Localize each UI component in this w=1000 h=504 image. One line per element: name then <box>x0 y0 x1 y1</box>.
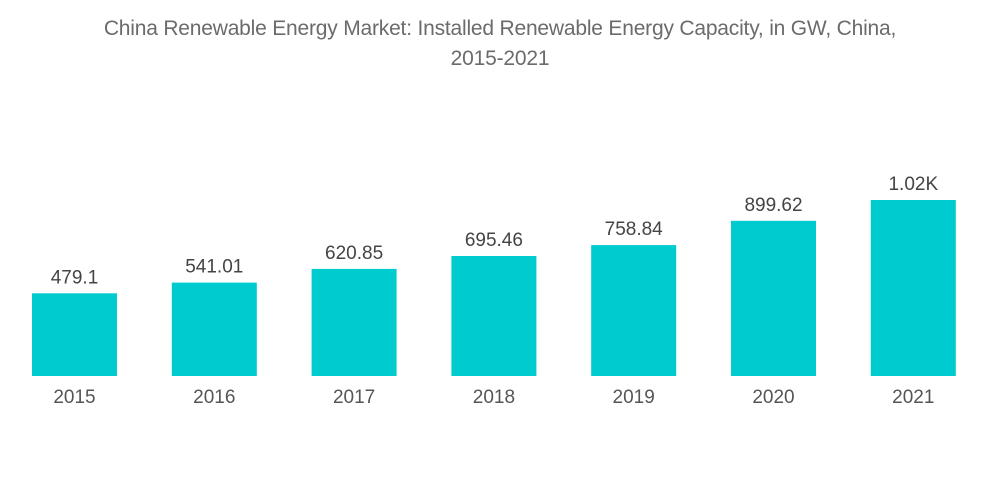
value-label-2018: 695.46 <box>465 230 523 251</box>
x-tick-label-2018: 2018 <box>473 387 515 408</box>
bar-2019 <box>591 245 677 376</box>
chart-title-line-1: China Renewable Energy Market: Installed… <box>103 17 897 40</box>
bar-2018 <box>451 256 537 376</box>
x-tick-label-2020: 2020 <box>752 387 794 408</box>
x-tick-label-2019: 2019 <box>613 387 655 408</box>
x-tick-label-2021: 2021 <box>892 387 934 408</box>
bar-2020 <box>731 220 816 376</box>
value-label-2020: 899.62 <box>744 195 802 216</box>
chart-title-line-2: 2015-2021 <box>450 47 550 70</box>
bar-2021 <box>870 200 956 376</box>
value-label-2016: 541.01 <box>185 257 243 278</box>
value-label-2017: 620.85 <box>325 243 383 264</box>
value-label-2019: 758.84 <box>605 219 664 240</box>
value-label-2015: 479.1 <box>51 267 99 288</box>
bar-2016 <box>171 282 257 376</box>
bar-2015 <box>32 293 117 376</box>
bar-2017 <box>311 268 397 376</box>
x-tick-label-2015: 2015 <box>53 387 95 408</box>
value-label-2021: 1.02K <box>888 174 938 195</box>
chart-title: China Renewable Energy Market: Installed… <box>0 14 1000 74</box>
x-tick-label-2017: 2017 <box>333 387 375 408</box>
x-tick-label-2016: 2016 <box>193 387 235 408</box>
